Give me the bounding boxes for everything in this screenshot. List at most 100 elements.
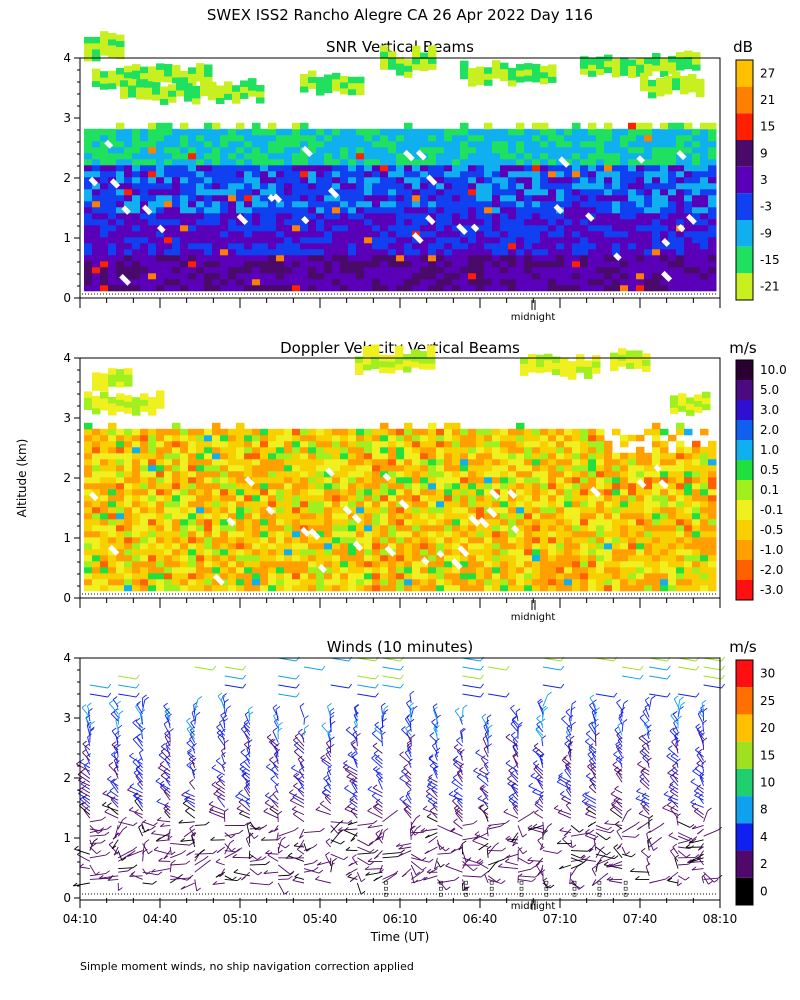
heatmap-cell: [148, 482, 157, 490]
heatmap-cell: [564, 500, 573, 508]
heatmap-cell: [380, 464, 389, 472]
heatmap-cell: [228, 494, 237, 502]
heatmap-cell: [164, 76, 173, 83]
heatmap-cell: [460, 494, 469, 502]
heatmap-cell: [204, 260, 213, 268]
heatmap-cell: [172, 422, 181, 430]
heatmap-cell: [396, 476, 405, 484]
heatmap-cell: [308, 446, 317, 454]
heatmap-cell: [300, 170, 309, 178]
heatmap-cell: [460, 122, 469, 130]
heatmap-cell: [596, 506, 605, 514]
heatmap-cell: [564, 152, 573, 160]
heatmap-cell: [588, 452, 597, 460]
heatmap-cell: [492, 140, 501, 148]
heatmap-cell: [340, 182, 349, 190]
heatmap-cell: [132, 70, 141, 77]
heatmap-cell: [380, 188, 389, 196]
heatmap-cell: [644, 182, 653, 190]
heatmap-cell: [684, 182, 693, 190]
heatmap-cell: [212, 524, 221, 532]
heatmap-cell: [428, 260, 437, 268]
heatmap-cell: [404, 224, 413, 232]
heatmap-cell: [100, 482, 109, 490]
heatmap-cell: [220, 518, 229, 526]
heatmap-cell: [108, 200, 117, 208]
heatmap-cell: [700, 212, 709, 220]
heatmap-cell: [92, 260, 101, 268]
heatmap-cell: [668, 194, 677, 202]
heatmap-cell: [252, 536, 261, 544]
heatmap-cell: [252, 230, 261, 238]
heatmap-cell: [412, 542, 421, 550]
heatmap-cell: [100, 446, 109, 454]
heatmap-cell: [292, 140, 301, 148]
heatmap-cell: [84, 397, 93, 404]
heatmap-cell: [356, 428, 365, 436]
heatmap-cell: [92, 584, 101, 592]
heatmap-cell: [284, 224, 293, 232]
heatmap-cell: [468, 578, 477, 586]
heatmap-cell: [604, 530, 613, 538]
heatmap-cell: [228, 470, 237, 478]
wind-barb: [89, 877, 110, 880]
heatmap-cell: [660, 230, 669, 238]
heatmap-cell: [668, 254, 677, 262]
heatmap-cell: [148, 242, 157, 250]
heatmap-cell: [212, 218, 221, 226]
heatmap-cell: [692, 242, 701, 250]
heatmap-cell: [172, 572, 181, 580]
heatmap-cell: [692, 578, 701, 586]
heatmap-cell: [604, 278, 613, 286]
heatmap-cell: [379, 366, 388, 374]
heatmap-cell: [452, 146, 461, 154]
heatmap-cell: [212, 428, 221, 436]
heatmap-cell: [676, 128, 685, 136]
heatmap-cell: [388, 188, 397, 196]
heatmap-cell: [700, 182, 709, 190]
heatmap-cell: [452, 428, 461, 436]
heatmap-cell: [244, 206, 253, 214]
heatmap-cell: [348, 248, 357, 256]
heatmap-cell: [100, 500, 109, 508]
heatmap-cell: [116, 194, 125, 202]
heatmap-cell: [92, 488, 101, 496]
heatmap-cell: [212, 560, 221, 568]
heatmap-cell: [284, 188, 293, 196]
heatmap-cell: [212, 470, 221, 478]
heatmap-cell: [492, 524, 501, 532]
heatmap-cell: [692, 64, 701, 71]
heatmap-cell: [395, 351, 404, 359]
heatmap-gap: [265, 505, 275, 516]
heatmap-cell: [148, 488, 157, 496]
heatmap-cell: [396, 278, 405, 286]
heatmap-cell: [140, 260, 149, 268]
heatmap-cell: [332, 242, 341, 250]
heatmap-cell: [196, 218, 205, 226]
heatmap-cell: [140, 393, 149, 400]
heatmap-cell: [588, 428, 597, 436]
heatmap-cell: [292, 506, 301, 514]
heatmap-cell: [428, 554, 437, 562]
heatmap-cell: [468, 524, 477, 532]
heatmap-cell: [564, 266, 573, 274]
heatmap-cell: [428, 458, 437, 466]
heatmap-cell: [236, 500, 245, 508]
heatmap-cell: [612, 278, 621, 286]
heatmap-cell: [204, 554, 213, 562]
heatmap-cell: [324, 206, 333, 214]
heatmap-cell: [612, 236, 621, 244]
heatmap-cell: [196, 470, 205, 478]
heatmap-cell: [100, 272, 109, 280]
heatmap-cell: [348, 188, 357, 196]
heatmap-cell: [596, 206, 605, 214]
heatmap-cell: [540, 512, 549, 520]
heatmap-cell: [532, 176, 541, 184]
heatmap-cell: [644, 548, 653, 556]
heatmap-cell: [628, 254, 637, 262]
heatmap-cell: [228, 542, 237, 550]
heatmap-cell: [644, 572, 653, 580]
heatmap-cell: [604, 66, 613, 74]
heatmap-cell: [252, 128, 261, 136]
heatmap-cell: [140, 434, 149, 442]
